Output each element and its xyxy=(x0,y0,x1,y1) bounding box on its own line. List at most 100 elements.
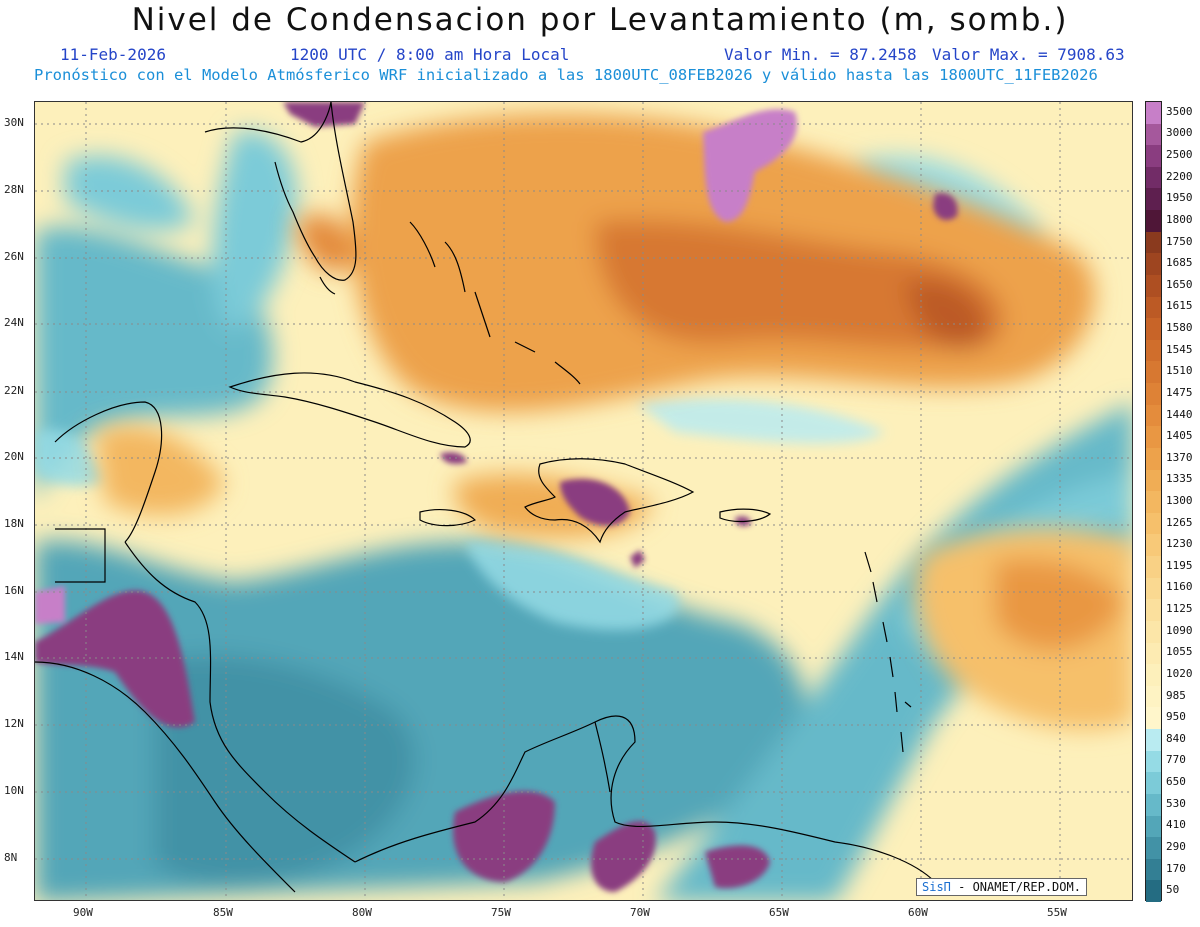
colorbar-swatch xyxy=(1146,361,1161,384)
colorbar-label: 3000 xyxy=(1166,126,1193,140)
colorbar-swatch xyxy=(1146,534,1161,557)
colorbar-label: 1475 xyxy=(1166,385,1193,399)
map-title: Nivel de Condensacion por Levantamiento … xyxy=(131,2,1069,38)
colorbar-swatch xyxy=(1146,102,1161,125)
colorbar-label: 1950 xyxy=(1166,191,1193,205)
colorbar-swatch xyxy=(1146,469,1161,492)
forecast-date: 11-Feb-2026 xyxy=(60,45,166,64)
colorbar-swatch xyxy=(1146,512,1161,535)
colorbar-swatch xyxy=(1146,426,1161,449)
colorbar-label: 1800 xyxy=(1166,212,1193,226)
forecast-time: 1200 UTC / 8:00 am Hora Local xyxy=(290,45,570,64)
sistpi-logo: SisΠ xyxy=(922,880,951,894)
lat-label: 22N xyxy=(4,384,24,397)
colorbar-label: 1230 xyxy=(1166,537,1193,551)
lat-label: 20N xyxy=(4,450,24,463)
colorbar-swatch xyxy=(1146,296,1161,319)
value-min: Valor Min. = 87.2458 xyxy=(724,45,917,64)
colorbar-label: 50 xyxy=(1166,883,1180,897)
colorbar-label: 1440 xyxy=(1166,407,1193,421)
colorbar-label: 2500 xyxy=(1166,148,1193,162)
colorbar-swatch xyxy=(1146,707,1161,730)
colorbar-label: 1370 xyxy=(1166,450,1193,464)
lon-label: 55W xyxy=(1047,906,1067,919)
colorbar-label: 1405 xyxy=(1166,429,1193,443)
colorbar-swatch xyxy=(1146,642,1161,665)
lon-label: 90W xyxy=(73,906,93,919)
colorbar-swatch xyxy=(1146,815,1161,838)
high-lcl-regions xyxy=(95,113,1132,730)
map-canvas xyxy=(35,102,1132,900)
colorbar-label: 840 xyxy=(1166,731,1186,745)
credit-box: SisΠ - ONAMET/REP.DOM. xyxy=(916,878,1087,896)
colorbar-label: 950 xyxy=(1166,710,1186,724)
colorbar-swatch xyxy=(1146,339,1161,362)
gridlines xyxy=(35,102,1132,900)
colorbar-swatch xyxy=(1146,404,1161,427)
colorbar-swatch xyxy=(1146,231,1161,254)
colorbar-swatch xyxy=(1146,750,1161,773)
colorbar-swatch xyxy=(1146,772,1161,795)
colorbar-label: 1650 xyxy=(1166,277,1193,291)
lat-label: 8N xyxy=(4,851,18,864)
colorbar-label: 1750 xyxy=(1166,234,1193,248)
very-high-lcl-patches xyxy=(35,102,958,892)
coastlines xyxy=(35,102,936,893)
model-description: Pronóstico con el Modelo Atmósferico WRF… xyxy=(34,66,1098,84)
colorbar-label: 770 xyxy=(1166,753,1186,767)
lat-label: 16N xyxy=(4,584,24,597)
lon-label: 60W xyxy=(908,906,928,919)
lon-label: 70W xyxy=(630,906,650,919)
colorbar-swatch xyxy=(1146,123,1161,146)
colorbar-swatch xyxy=(1146,145,1161,168)
colorbar xyxy=(1145,101,1162,903)
lat-label: 28N xyxy=(4,183,24,196)
colorbar-swatch xyxy=(1146,253,1161,276)
value-max: Valor Max. = 7908.63 xyxy=(932,45,1125,64)
lon-label: 75W xyxy=(491,906,511,919)
colorbar-label: 410 xyxy=(1166,818,1186,832)
lon-label: 65W xyxy=(769,906,789,919)
colorbar-swatch xyxy=(1146,383,1161,406)
colorbar-swatch xyxy=(1146,599,1161,622)
lat-label: 10N xyxy=(4,784,24,797)
colorbar-label: 1265 xyxy=(1166,515,1193,529)
colorbar-swatch xyxy=(1146,880,1161,903)
colorbar-label: 290 xyxy=(1166,839,1186,853)
colorbar-label: 170 xyxy=(1166,861,1186,875)
colorbar-label: 1615 xyxy=(1166,299,1193,313)
lat-label: 18N xyxy=(4,517,24,530)
colorbar-label: 1685 xyxy=(1166,256,1193,270)
colorbar-label: 1335 xyxy=(1166,472,1193,486)
colorbar-label: 2200 xyxy=(1166,169,1193,183)
colorbar-swatch xyxy=(1146,491,1161,514)
colorbar-label: 1055 xyxy=(1166,645,1193,659)
colorbar-label: 650 xyxy=(1166,775,1186,789)
colorbar-swatch xyxy=(1146,793,1161,816)
colorbar-label: 985 xyxy=(1166,688,1186,702)
lon-label: 80W xyxy=(352,906,372,919)
colorbar-label: 1545 xyxy=(1166,342,1193,356)
colorbar-label: 1510 xyxy=(1166,364,1193,378)
lcl-forecast-map xyxy=(34,101,1133,901)
colorbar-label: 1195 xyxy=(1166,558,1193,572)
colorbar-label: 1090 xyxy=(1166,623,1193,637)
colorbar-label: 1020 xyxy=(1166,666,1193,680)
lat-label: 30N xyxy=(4,116,24,129)
colorbar-swatch xyxy=(1146,685,1161,708)
colorbar-swatch xyxy=(1146,664,1161,687)
colorbar-swatch xyxy=(1146,858,1161,881)
colorbar-swatch xyxy=(1146,729,1161,752)
colorbar-label: 1580 xyxy=(1166,321,1193,335)
colorbar-swatch xyxy=(1146,577,1161,600)
colorbar-swatch xyxy=(1146,274,1161,298)
colorbar-swatch xyxy=(1146,188,1161,211)
colorbar-swatch xyxy=(1146,210,1161,233)
credit-text: - ONAMET/REP.DOM. xyxy=(950,880,1081,894)
lat-label: 24N xyxy=(4,316,24,329)
colorbar-label: 3500 xyxy=(1166,104,1193,118)
colorbar-label: 1160 xyxy=(1166,580,1193,594)
colorbar-swatch xyxy=(1146,556,1161,579)
lat-label: 14N xyxy=(4,650,24,663)
lon-label: 85W xyxy=(213,906,233,919)
